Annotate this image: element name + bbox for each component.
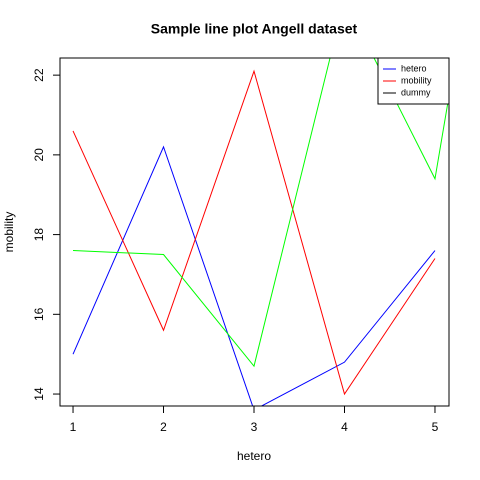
x-tick-label: 1 (70, 420, 77, 434)
y-tick-label: 14 (32, 387, 46, 401)
y-tick-label: 20 (32, 148, 46, 162)
legend-label: hetero (401, 63, 427, 73)
x-tick-label: 4 (341, 420, 348, 434)
x-tick-label: 2 (160, 420, 167, 434)
series-line (73, 58, 449, 368)
x-axis-label: hetero (237, 449, 271, 463)
y-tick-label: 22 (32, 68, 46, 82)
y-axis-label: mobility (2, 212, 16, 253)
legend-label: mobility (401, 75, 432, 85)
plot-lines (72, 58, 449, 406)
plot-frame (59, 57, 450, 407)
legend-label: dummy (401, 87, 431, 97)
series-line (72, 145, 436, 406)
x-tick-label: 5 (432, 420, 439, 434)
y-tick-label: 16 (32, 307, 46, 321)
series-line (72, 69, 436, 396)
x-tick-label: 3 (251, 420, 258, 434)
chart-title: Sample line plot Angell dataset (151, 21, 358, 37)
y-tick-label: 18 (32, 228, 46, 242)
